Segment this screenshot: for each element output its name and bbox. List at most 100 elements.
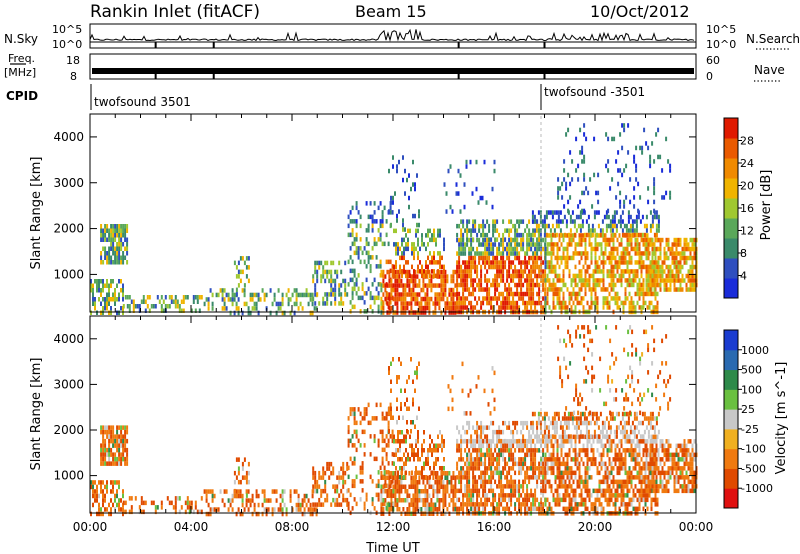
power-cell [558, 305, 561, 310]
power-cell [542, 269, 545, 274]
power-cell [604, 233, 607, 238]
power-cell [642, 260, 645, 265]
velocity-cell [412, 480, 415, 485]
power-cell [528, 300, 531, 306]
power-cell [452, 301, 455, 306]
power-cell [377, 309, 380, 314]
power-cell [389, 259, 392, 265]
power-cell [685, 282, 688, 288]
power-cell [585, 232, 588, 238]
power-cell [498, 296, 501, 301]
power-cell [675, 264, 678, 270]
power-cell [104, 255, 107, 260]
power-cell [653, 273, 656, 279]
power-cell [546, 260, 549, 265]
velocity-cell [409, 457, 411, 462]
power-cell [484, 278, 487, 283]
power-cell [574, 296, 577, 301]
velocity-cell [110, 511, 112, 517]
power-cell [580, 273, 583, 279]
velocity-cell [126, 438, 129, 444]
power-cell [530, 300, 533, 306]
velocity-cell [322, 488, 325, 494]
velocity-cell [433, 448, 435, 453]
power-cell [398, 278, 401, 284]
power-cell [390, 287, 393, 293]
power-cell [534, 246, 537, 252]
power-cell [293, 301, 296, 307]
velocity-cell [572, 448, 575, 453]
velocity-cell [281, 498, 284, 503]
power-cell [653, 159, 656, 164]
power-cell [556, 300, 559, 306]
power-cell [663, 260, 666, 265]
power-cell [429, 251, 431, 256]
power-cell [630, 233, 633, 238]
power-cell [624, 251, 627, 256]
power-cell [611, 214, 614, 220]
power-cell [349, 255, 352, 260]
power-cell [583, 154, 586, 160]
power-cell [307, 301, 310, 307]
velocity-cell [560, 484, 563, 489]
power-cell [518, 296, 521, 301]
power-cell [102, 306, 104, 311]
power-cell [559, 228, 562, 233]
power-cell [369, 304, 372, 310]
power-cell [584, 291, 587, 297]
velocity-cell [448, 511, 451, 516]
power-cell [388, 310, 391, 315]
velocity-cell [396, 420, 398, 425]
power-cell [253, 292, 256, 298]
velocity-cell [316, 488, 319, 494]
velocity-cell [564, 497, 567, 503]
power-cell [640, 237, 643, 243]
power-cell [429, 228, 431, 234]
power-cell [496, 300, 499, 306]
velocity-cell [484, 493, 487, 498]
power-cell [120, 255, 123, 260]
velocity-cell [472, 488, 475, 494]
velocity-cell [530, 502, 533, 507]
velocity-cell [385, 443, 388, 448]
velocity-cell [548, 506, 551, 512]
power-cell [235, 306, 238, 311]
velocity-cell [390, 493, 393, 498]
power-cell [496, 296, 499, 301]
power-cell [606, 296, 609, 301]
power-cell [470, 232, 473, 238]
velocity-cell [522, 443, 525, 449]
velocity-cell [257, 502, 260, 508]
velocity-cell [418, 475, 421, 480]
power-cell [544, 282, 547, 288]
power-cell [571, 219, 574, 224]
power-cell [480, 264, 483, 270]
power-cell [558, 273, 561, 279]
power-cell [641, 145, 644, 151]
power-cell [132, 299, 135, 304]
power-cell [412, 292, 415, 297]
power-cell [425, 264, 427, 270]
velocity-cell [506, 502, 509, 507]
velocity-cell [395, 439, 397, 444]
velocity-cell [466, 420, 469, 426]
power-cell [371, 282, 374, 287]
power-cell [638, 260, 641, 265]
velocity-cell [203, 489, 206, 494]
power-cell [122, 260, 125, 265]
velocity-cell [420, 498, 423, 503]
power-cell [526, 291, 529, 297]
power-cell [422, 310, 425, 315]
power-cell [610, 278, 613, 283]
power-cell [472, 287, 475, 292]
power-cell [291, 292, 294, 298]
power-cell [620, 273, 623, 279]
power-cell [533, 232, 536, 238]
velocity-cell [322, 470, 325, 476]
power-cell [407, 246, 409, 252]
velocity-cell [484, 470, 487, 476]
power-cell [607, 214, 610, 220]
power-cell [470, 251, 473, 256]
nave-tick-bottom: 0 [706, 70, 713, 83]
velocity-cell [508, 420, 511, 426]
